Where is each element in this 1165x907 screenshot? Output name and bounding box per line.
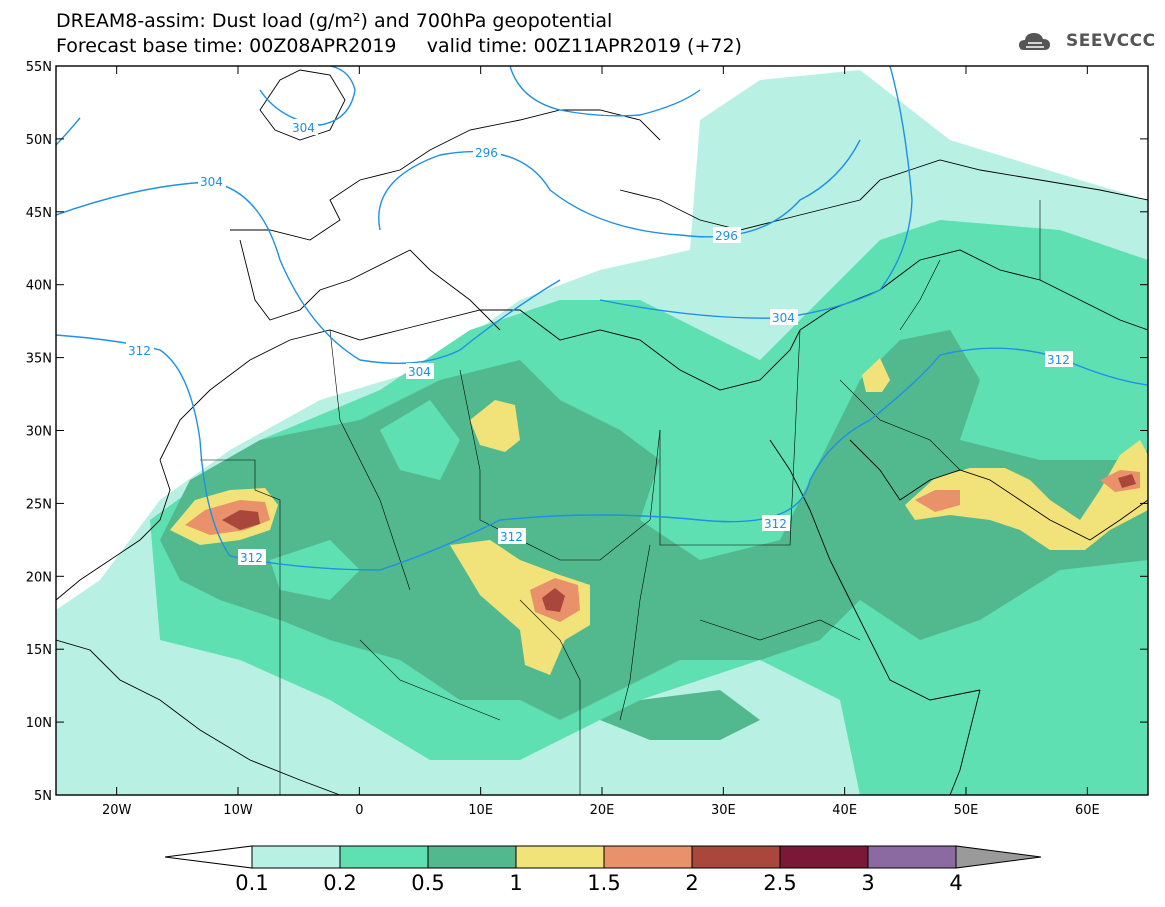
colorbar-level-label: 1.5 — [587, 871, 620, 895]
colorbar-over-arrow — [955, 845, 1042, 869]
colorbar-swatch — [251, 845, 341, 869]
cloud-logo-icon — [1019, 33, 1050, 50]
lat-tick-label: 40N — [26, 279, 52, 294]
lat-tick-label: 20N — [26, 570, 52, 585]
logo-text: SEEVCCC — [1066, 31, 1156, 51]
contour-label: 296 — [475, 146, 498, 160]
contour-label: 304 — [772, 311, 795, 325]
lon-tick-label: 20W — [102, 803, 132, 818]
lon-tick-label: 0 — [355, 803, 363, 818]
colorbar-under-arrow — [164, 845, 253, 869]
lat-tick-label: 55N — [26, 60, 52, 75]
lat-tick-label: 45N — [26, 206, 52, 221]
colorbar-swatch — [691, 845, 781, 869]
lat-tick-label: 35N — [26, 352, 52, 367]
lon-tick-label: 30E — [711, 803, 736, 818]
geopotential-contours — [56, 66, 1148, 571]
forecast-time: Forecast base time: 00Z08APR2019 valid t… — [56, 35, 742, 57]
contour-label: 304 — [408, 365, 431, 379]
lon-tick-label: 10W — [223, 803, 253, 818]
colorbar-swatch — [515, 845, 605, 869]
contour-label: 296 — [715, 229, 738, 243]
lat-tick-label: 10N — [26, 716, 52, 731]
colorbar-swatch — [339, 845, 429, 869]
colorbar-level-label: 0.2 — [323, 871, 356, 895]
dust-field — [56, 66, 1148, 795]
lon-tick-label: 60E — [1075, 803, 1100, 818]
contour-label: 312 — [500, 530, 523, 544]
colorbar: 0.1 0.2 0.5 1 1.5 2 2.5 3 4 — [164, 845, 1042, 895]
lat-tick-label: 15N — [26, 643, 52, 658]
axis-ticks: 20W 10W 0 10E 20E 30E 40E 50E 60E 55N 50N 45N 40N 35N… — [26, 60, 1148, 818]
contour-labels: 304 296 304 296 304 304 312 312 312 312 … — [126, 119, 1073, 565]
lon-tick-label: 10E — [468, 803, 493, 818]
colorbar-swatch — [427, 845, 517, 869]
contour-label: 312 — [764, 517, 787, 531]
colorbar-swatch — [779, 845, 869, 869]
lon-tick-label: 50E — [954, 803, 979, 818]
map-title: DREAM8-assim: Dust load (g/m²) and 700hP… — [56, 10, 613, 32]
lat-tick-label: 50N — [26, 133, 52, 148]
lat-tick-label: 5N — [34, 789, 52, 804]
colorbar-level-label: 0.5 — [411, 871, 444, 895]
colorbar-level-label: 4 — [949, 871, 962, 895]
colorbar-swatch — [867, 845, 957, 869]
lon-tick-label: 20E — [590, 803, 615, 818]
borders — [200, 200, 1041, 795]
lat-tick-label: 25N — [26, 497, 52, 512]
contour-label: 304 — [292, 121, 315, 135]
contour-label: 312 — [128, 344, 151, 358]
lon-tick-label: 40E — [832, 803, 857, 818]
colorbar-swatch — [603, 845, 693, 869]
contour-label: 312 — [1047, 353, 1070, 367]
colorbar-level-label: 0.1 — [235, 871, 268, 895]
colorbar-level-label: 2.5 — [763, 871, 796, 895]
colorbar-level-label: 1 — [509, 871, 522, 895]
contour-label: 312 — [240, 551, 263, 565]
colorbar-level-label: 3 — [861, 871, 874, 895]
colorbar-level-label: 2 — [685, 871, 698, 895]
lat-tick-label: 30N — [26, 425, 52, 440]
contour-label: 304 — [200, 175, 223, 189]
